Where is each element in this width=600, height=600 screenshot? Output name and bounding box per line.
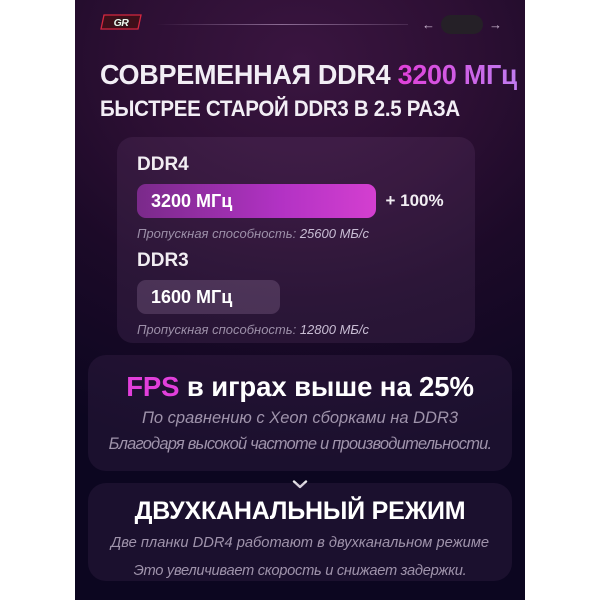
svg-text:GR: GR — [114, 17, 130, 29]
